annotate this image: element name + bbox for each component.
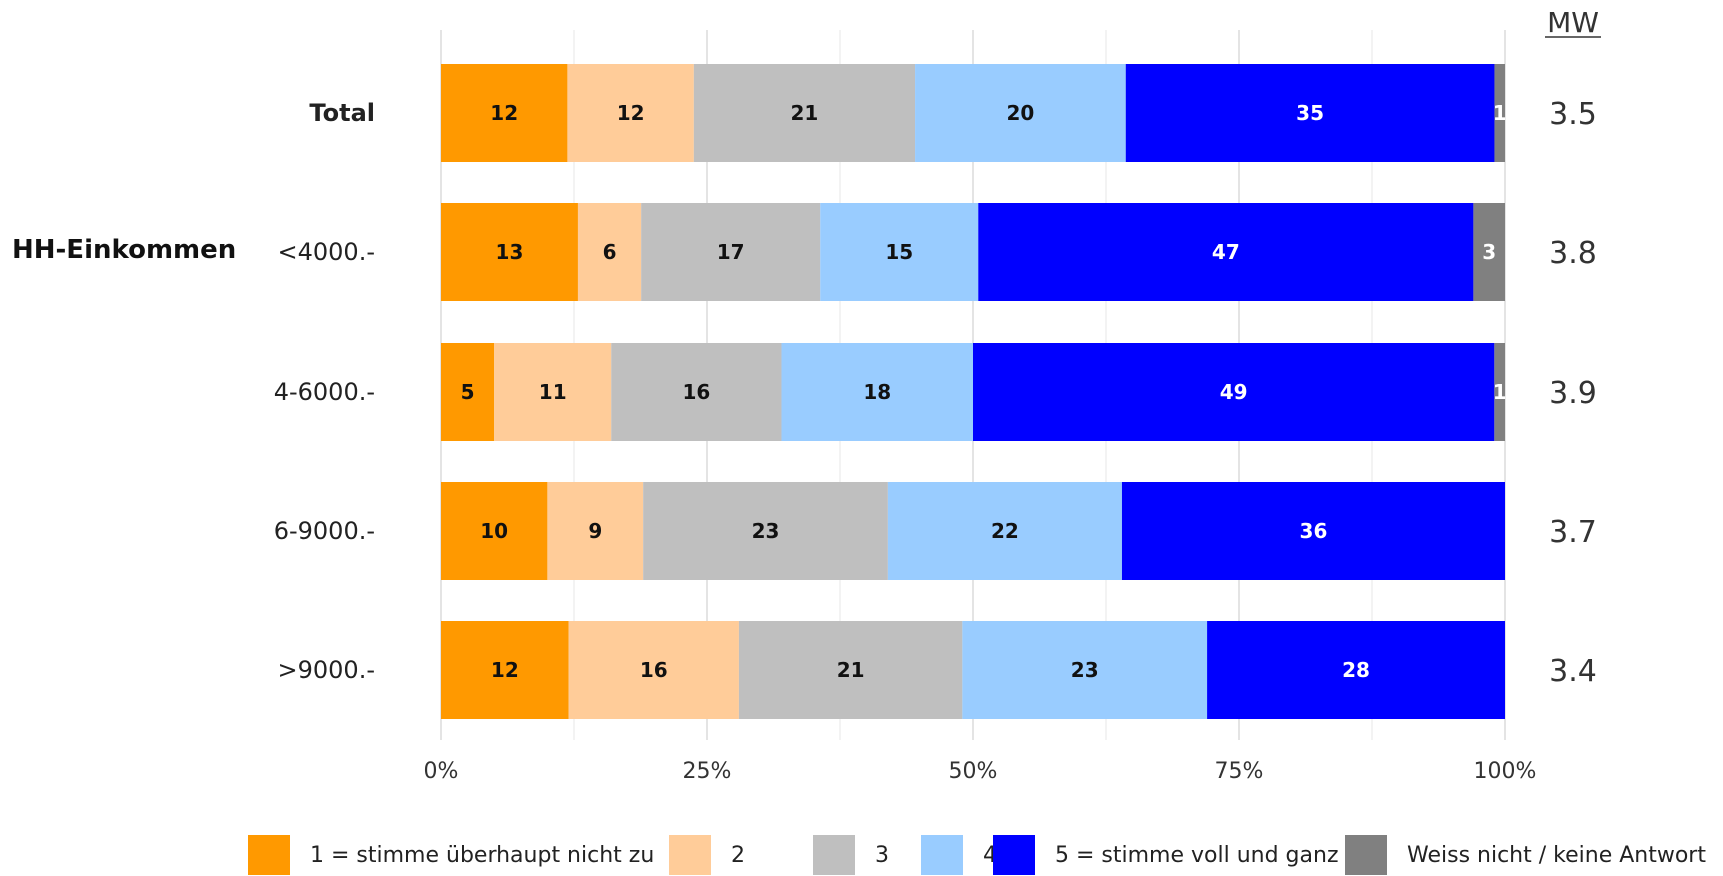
bar-segment bbox=[441, 482, 548, 580]
group-label: HH-Einkommen bbox=[12, 235, 236, 265]
bar-segment bbox=[441, 64, 568, 162]
bar-segment bbox=[643, 482, 888, 580]
data-label: 17 bbox=[717, 240, 745, 264]
mean-values: 3.5 3.8 3.9 3.7 3.4 MW bbox=[1545, 6, 1601, 689]
data-label: 23 bbox=[752, 519, 780, 543]
data-label: 21 bbox=[791, 101, 819, 125]
data-label: 10 bbox=[480, 519, 508, 543]
data-label: 36 bbox=[1300, 519, 1328, 543]
data-label: 3 bbox=[1482, 240, 1496, 264]
data-label: 12 bbox=[617, 101, 645, 125]
x-axis-ticks: 0% 25% 50% 75% 100% bbox=[424, 759, 1537, 784]
mean-value: 3.4 bbox=[1549, 654, 1597, 689]
data-label: 35 bbox=[1296, 101, 1324, 125]
bar-segment bbox=[1125, 64, 1495, 162]
bar-segment bbox=[781, 343, 973, 441]
data-label: 22 bbox=[991, 519, 1019, 543]
legend-swatch bbox=[993, 835, 1035, 875]
mean-value: 3.7 bbox=[1549, 515, 1597, 550]
x-tick-label: 25% bbox=[683, 759, 732, 784]
row-labels: Total <4000.- 4-6000.- 6-9000.- >9000.- HH-Ei… bbox=[12, 99, 375, 684]
mean-value: 3.8 bbox=[1549, 236, 1597, 271]
x-tick-label: 50% bbox=[949, 759, 998, 784]
data-label: 12 bbox=[491, 658, 519, 682]
bar-segment bbox=[973, 343, 1495, 441]
data-label: 16 bbox=[640, 658, 668, 682]
data-label: 5 bbox=[461, 380, 475, 404]
data-label: 49 bbox=[1220, 380, 1248, 404]
legend: 1 = stimme überhaupt nicht zu 2 3 4 5 = stim… bbox=[248, 835, 1706, 875]
bar-segment bbox=[887, 482, 1122, 580]
data-label: 18 bbox=[863, 380, 891, 404]
bar-segment bbox=[962, 621, 1208, 719]
data-label: 1 bbox=[1493, 101, 1507, 125]
bar-segment bbox=[611, 343, 782, 441]
legend-swatch bbox=[669, 835, 711, 875]
bar-segment bbox=[641, 203, 821, 301]
bar-segment bbox=[441, 203, 578, 301]
data-label: 20 bbox=[1006, 101, 1034, 125]
bar-segment bbox=[441, 621, 569, 719]
legend-swatch bbox=[921, 835, 963, 875]
row-label: <4000.- bbox=[278, 238, 375, 266]
data-label: 1 bbox=[1493, 380, 1507, 404]
mean-value: 3.9 bbox=[1549, 376, 1597, 411]
bar-segment bbox=[494, 343, 612, 441]
data-label: 9 bbox=[588, 519, 602, 543]
legend-swatch bbox=[1345, 835, 1387, 875]
x-tick-label: 0% bbox=[424, 759, 459, 784]
bar-segment bbox=[1207, 621, 1505, 719]
legend-label: 2 bbox=[731, 843, 745, 868]
row-label: >9000.- bbox=[278, 656, 375, 684]
bars: 12 12 21 20 35 113 6 17 15 47 35 11 16 18 49 110 9 23 22 36… bbox=[441, 64, 1507, 719]
bar-segment bbox=[1494, 343, 1505, 441]
legend-label: 1 = stimme überhaupt nicht zu bbox=[310, 843, 654, 868]
row-label: 4-6000.- bbox=[274, 378, 375, 406]
data-label: 21 bbox=[837, 658, 865, 682]
bar-segment bbox=[441, 343, 495, 441]
bar-segment bbox=[915, 64, 1126, 162]
data-label: 23 bbox=[1071, 658, 1099, 682]
bar-segment bbox=[567, 64, 694, 162]
legend-swatch bbox=[248, 835, 290, 875]
bar-segment bbox=[693, 64, 916, 162]
data-label: 12 bbox=[490, 101, 518, 125]
mean-value: 3.5 bbox=[1549, 97, 1597, 132]
bar-segment bbox=[978, 203, 1474, 301]
row-label: Total bbox=[309, 99, 375, 127]
data-label: 13 bbox=[496, 240, 524, 264]
row-label: 6-9000.- bbox=[274, 517, 375, 545]
data-label: 15 bbox=[885, 240, 913, 264]
data-label: 47 bbox=[1212, 240, 1240, 264]
legend-label: 3 bbox=[875, 843, 889, 868]
bar-segment bbox=[1494, 64, 1505, 162]
data-label: 16 bbox=[682, 380, 710, 404]
bar-segment bbox=[577, 203, 642, 301]
x-tick-label: 100% bbox=[1474, 759, 1537, 784]
bar-segment bbox=[568, 621, 739, 719]
bar-segment bbox=[547, 482, 644, 580]
data-label: 6 bbox=[603, 240, 617, 264]
data-label: 11 bbox=[539, 380, 567, 404]
mean-header: MW bbox=[1547, 6, 1599, 39]
data-label: 28 bbox=[1342, 658, 1370, 682]
x-tick-label: 75% bbox=[1215, 759, 1264, 784]
bar-segment bbox=[1121, 482, 1505, 580]
legend-label: 5 = stimme voll und ganz zu bbox=[1055, 843, 1371, 868]
bar-segment bbox=[1473, 203, 1505, 301]
legend-label: Weiss nicht / keine Antwort bbox=[1407, 843, 1706, 868]
legend-swatch bbox=[813, 835, 855, 875]
bar-segment bbox=[820, 203, 979, 301]
bar-segment bbox=[738, 621, 963, 719]
